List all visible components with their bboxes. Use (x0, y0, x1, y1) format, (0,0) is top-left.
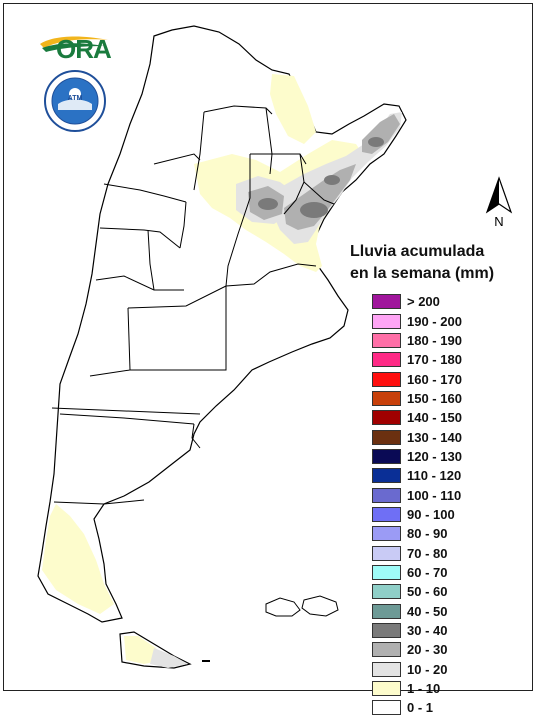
legend-swatch (372, 661, 401, 677)
legend-row: 150 - 160 (372, 389, 462, 408)
legend-label: > 200 (407, 294, 440, 310)
legend-label: 170 - 180 (407, 352, 462, 368)
legend-label: 60 - 70 (407, 564, 448, 580)
legend-row: 90 - 100 (372, 505, 462, 524)
legend-swatch (372, 390, 401, 406)
legend-swatch (372, 623, 401, 639)
legend-row: 170 - 180 (372, 350, 462, 369)
legend-row: 0 - 1 (372, 698, 462, 717)
legend-row: 60 - 70 (372, 563, 462, 582)
legend-swatch (372, 642, 401, 658)
legend-row: 10 - 20 (372, 660, 462, 679)
legend-swatch (372, 352, 401, 368)
legend-swatch (372, 564, 401, 580)
legend-row: 40 - 50 (372, 602, 462, 621)
legend-label: 80 - 90 (407, 526, 448, 542)
argentina-rainfall-map (37, 25, 407, 669)
map-frame: ORA ATM N Lluvia acumulada en la semana … (3, 3, 533, 716)
province-borders (51, 105, 335, 505)
legend-row: 30 - 40 (372, 621, 462, 640)
legend-swatch (372, 700, 401, 716)
legend-row: 50 - 60 (372, 582, 462, 601)
seal-text: ATM (68, 95, 83, 102)
legend-label: 120 - 130 (407, 448, 462, 464)
legend-row: 1 - 10 (372, 679, 462, 698)
legend-label: 10 - 20 (407, 661, 448, 677)
legend-label: 50 - 60 (407, 584, 448, 600)
legend-swatch (372, 468, 401, 484)
legend-row: 110 - 120 (372, 466, 462, 485)
legend-label: 160 - 170 (407, 371, 462, 387)
legend-label: 180 - 190 (407, 332, 462, 348)
legend-label: 110 - 120 (407, 468, 462, 484)
legend-row: 160 - 170 (372, 369, 462, 388)
legend-swatch (372, 603, 401, 619)
legend-swatch (372, 584, 401, 600)
legend-label: 140 - 150 (407, 410, 462, 426)
legend-row: 70 - 80 (372, 543, 462, 562)
legend-swatch (372, 448, 401, 464)
legend-swatch (372, 545, 401, 561)
legend-row: 140 - 150 (372, 408, 462, 427)
legend-label: 190 - 200 (407, 313, 462, 329)
legend-title-line1: Lluvia acumulada (350, 243, 485, 260)
legend-label: 40 - 50 (407, 603, 448, 619)
legend-label: 0 - 1 (407, 700, 434, 716)
ora-logo (40, 36, 108, 52)
legend-swatch (372, 294, 401, 310)
north-arrow: N (485, 176, 513, 228)
legend-label: 1 - 10 (407, 681, 441, 697)
legend-title: Lluvia acumulada en la semana (mm) (350, 241, 530, 285)
north-label: N (494, 214, 503, 228)
legend-title-line2: en la semana (mm) (350, 265, 495, 282)
legend-row: 180 - 190 (372, 331, 462, 350)
legend-swatch (372, 681, 401, 697)
legend-row: 130 - 140 (372, 427, 462, 446)
legend-row: 120 - 130 (372, 447, 462, 466)
legend-swatch (372, 371, 401, 387)
legend-label: 70 - 80 (407, 545, 448, 561)
legend: > 200 190 - 200 180 - 190 170 - 180 160 - 17… (372, 292, 462, 718)
legend-label: 130 - 140 (407, 429, 462, 445)
legend-label: 100 - 110 (407, 487, 462, 503)
small-islands (202, 660, 210, 662)
legend-label: 150 - 160 (407, 390, 462, 406)
legend-swatch (372, 410, 401, 426)
legend-swatch (372, 526, 401, 542)
legend-row: 190 - 200 (372, 311, 462, 330)
malvinas-islands (265, 595, 339, 617)
legend-swatch (372, 487, 401, 503)
legend-swatch (372, 429, 401, 445)
legend-swatch (372, 332, 401, 348)
rain-30-40-areas (258, 137, 384, 218)
ora-logo-text: ORA (56, 34, 112, 64)
legend-swatch (372, 313, 401, 329)
legend-label: 90 - 100 (407, 506, 455, 522)
legend-row: 20 - 30 (372, 640, 462, 659)
legend-label: 30 - 40 (407, 623, 448, 639)
legend-row: > 200 (372, 292, 462, 311)
legend-row: 80 - 90 (372, 524, 462, 543)
legend-label: 20 - 30 (407, 642, 448, 658)
legend-swatch (372, 506, 401, 522)
legend-row: 100 - 110 (372, 485, 462, 504)
servicio-meteorologico-seal: ATM (44, 70, 106, 132)
